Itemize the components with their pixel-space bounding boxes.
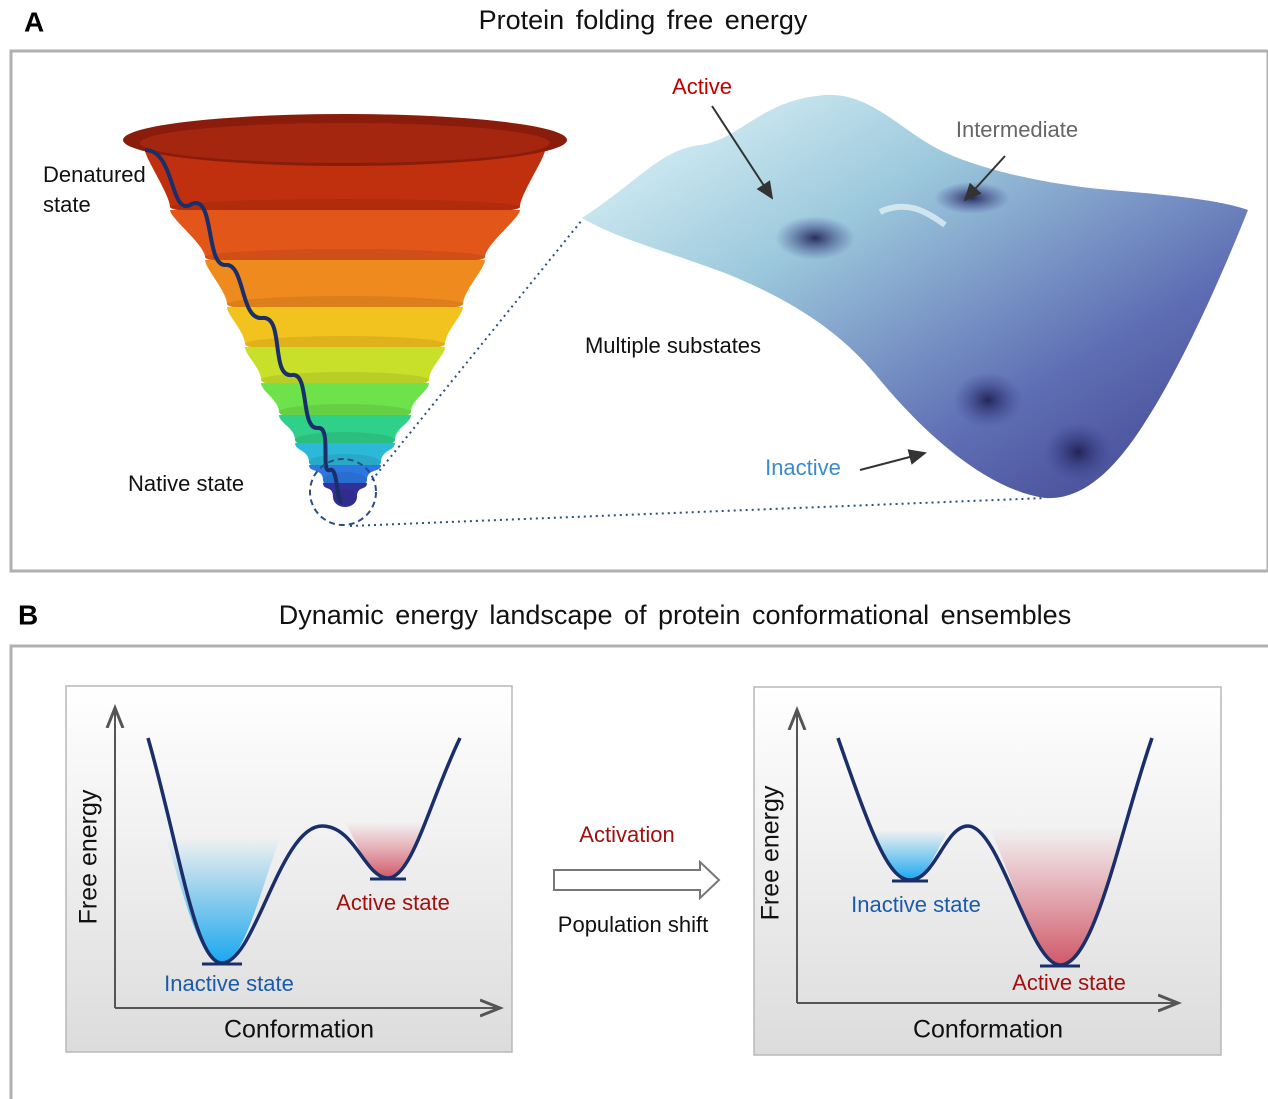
panel-title: Dynamic energy landscape of protein conf… — [279, 600, 1071, 630]
denatured-label: Denatured — [43, 162, 146, 187]
denatured-label: state — [43, 192, 91, 217]
active-label: Active — [672, 74, 732, 99]
population-shift-label: Population shift — [558, 912, 708, 937]
inactive-population — [166, 838, 280, 963]
inactive-state-label: Inactive state — [851, 892, 981, 917]
x-axis-label: Conformation — [913, 1016, 1063, 1044]
well — [953, 372, 1023, 428]
zoom-circle — [309, 458, 377, 526]
well — [1043, 422, 1113, 482]
panel-label: A — [24, 6, 44, 37]
active-state-label: Active state — [336, 890, 450, 915]
panel-label: B — [18, 599, 38, 630]
panel-frame — [9, 49, 1268, 573]
plot-box — [753, 686, 1222, 1056]
x-axis-label: Conformation — [224, 1016, 374, 1044]
activation-label: Activation — [579, 822, 674, 847]
y-axis-label: Free energy — [757, 785, 785, 920]
arrow — [859, 449, 927, 471]
active-state-label: Active state — [1012, 970, 1126, 995]
energy-curve — [836, 737, 1154, 967]
funnel-tier — [170, 210, 520, 267]
panel-frame — [9, 644, 1268, 1099]
folding-path — [144, 148, 344, 505]
active-population — [990, 828, 1125, 965]
funnel-tier — [205, 260, 485, 314]
funnel-tier — [295, 443, 395, 472]
funnel-tier — [323, 483, 367, 507]
y-axis-label: Free energy — [75, 789, 103, 924]
energy-landscape — [582, 94, 1248, 499]
inactive-population — [870, 830, 948, 880]
funnel-tier — [227, 307, 463, 354]
substates-label: Multiple substates — [585, 333, 761, 358]
arrow — [711, 105, 774, 200]
zoom-line — [349, 497, 1046, 527]
left-plot: Free energy Conformation Inactive state … — [65, 685, 513, 1053]
folding-funnel — [123, 114, 567, 507]
energy-curve — [146, 737, 462, 965]
well — [934, 182, 1010, 214]
shift-arrow — [553, 859, 721, 901]
zoom-line — [371, 219, 583, 481]
right-plot: Free energy Conformation Inactive state … — [753, 686, 1222, 1056]
native-label: Native state — [128, 471, 244, 496]
panel-title: Protein folding free energy — [479, 5, 808, 35]
ridge — [878, 203, 947, 228]
funnel-tier — [245, 347, 445, 390]
inactive-state-label: Inactive state — [164, 971, 294, 996]
arrow — [963, 155, 1006, 202]
well — [775, 216, 855, 260]
inactive-label: Inactive — [765, 455, 841, 480]
plot-box — [65, 685, 513, 1053]
funnel-tier — [145, 150, 545, 217]
intermediate-label: Intermediate — [956, 117, 1078, 142]
funnel-top-inner — [140, 123, 550, 163]
